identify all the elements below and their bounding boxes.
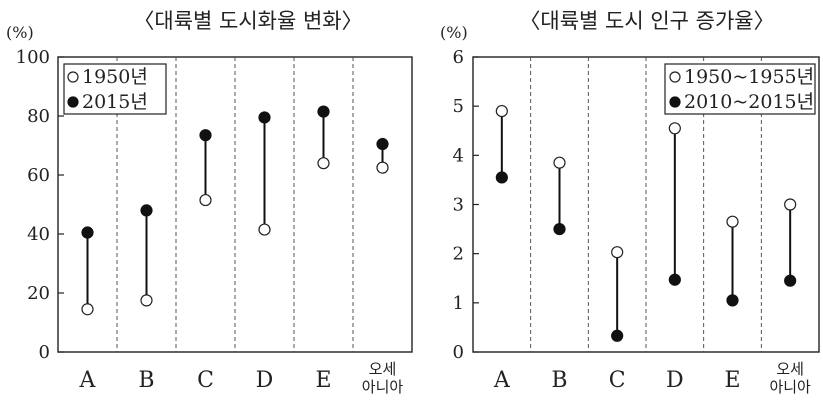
y-tick-label: 0 xyxy=(39,342,50,363)
legend: 1950년 2015년 xyxy=(63,63,167,115)
open-point xyxy=(199,193,212,207)
open-point xyxy=(726,215,739,228)
y-tick-label: 0 xyxy=(453,342,464,363)
open-point xyxy=(140,294,153,307)
y-tick-label: 1 xyxy=(453,293,464,314)
filled-point xyxy=(611,329,624,342)
chart-title: 〈대륙별 도시 인구 증가율〉 xyxy=(519,9,774,33)
legend-label-2010-2015: 2010~2015년 xyxy=(684,91,814,113)
open-point xyxy=(668,122,681,135)
x-category-label: D xyxy=(666,368,684,393)
x-category-label: B xyxy=(138,368,154,393)
x-category-label: C xyxy=(609,368,626,393)
category-separators xyxy=(116,57,354,352)
x-category-label-line2: 아니아 xyxy=(769,378,811,396)
y-tick-label: 6 xyxy=(453,47,464,68)
x-category-label: E xyxy=(724,368,740,393)
data-marks xyxy=(81,105,389,316)
open-point xyxy=(258,223,271,236)
y-tick-label: 40 xyxy=(27,224,50,245)
legend-open-marker xyxy=(669,71,681,83)
filled-point xyxy=(553,222,566,236)
open-point xyxy=(81,303,94,316)
y-tick-label: 100 xyxy=(16,47,50,68)
filled-point xyxy=(668,273,681,286)
legend-box xyxy=(664,63,816,115)
y-axis-ticks: 0 1 2 3 4 5 6 xyxy=(453,47,479,363)
open-point xyxy=(495,104,508,118)
x-category-label-line2: 아니아 xyxy=(362,378,404,396)
chart-title: 〈대륙별 도시화율 변화〉 xyxy=(133,9,362,33)
legend-label-2015: 2015년 xyxy=(82,91,148,113)
legend-open-marker xyxy=(67,71,79,83)
filled-point xyxy=(81,226,94,239)
x-category-label: E xyxy=(315,368,331,393)
y-tick-label: 5 xyxy=(453,96,464,117)
x-category-label: 오세 xyxy=(369,360,397,378)
y-tick-label: 2 xyxy=(453,244,464,265)
data-marks xyxy=(495,104,797,342)
y-tick-label: 3 xyxy=(453,195,464,216)
y-tick-label: 20 xyxy=(27,283,50,304)
filled-point xyxy=(199,129,212,142)
urbanization-rate-chart: 〈대륙별 도시화율 변화〉 (%) 0 20 40 60 80 100 A B C D E 오세아니… xyxy=(6,9,413,396)
filled-point xyxy=(317,105,330,118)
y-unit-label: (%) xyxy=(440,23,468,42)
open-point xyxy=(553,156,566,169)
legend-filled-marker xyxy=(67,96,79,108)
y-axis-ticks: 0 20 40 60 80 100 xyxy=(16,47,64,363)
y-tick-label: 80 xyxy=(27,106,50,127)
y-unit-label: (%) xyxy=(6,23,34,42)
legend-label-1950-1955: 1950~1955년 xyxy=(684,66,814,88)
legend-box xyxy=(63,63,167,115)
filled-point xyxy=(258,111,271,124)
x-category-label: A xyxy=(79,368,97,393)
x-category-label: B xyxy=(551,368,567,393)
open-point xyxy=(611,246,624,259)
legend-label-1950: 1950년 xyxy=(82,66,148,88)
legend-filled-marker xyxy=(669,96,681,108)
filled-point xyxy=(784,274,797,287)
x-category-label: 오세 xyxy=(776,360,804,378)
filled-point xyxy=(495,171,508,184)
open-point xyxy=(317,157,330,170)
y-tick-label: 60 xyxy=(27,165,50,186)
x-category-label: A xyxy=(493,368,511,393)
legend: 1950~1955년 2010~2015년 xyxy=(664,63,816,115)
filled-point xyxy=(726,294,739,307)
open-point xyxy=(784,198,797,211)
x-category-label: C xyxy=(197,368,214,393)
y-tick-label: 4 xyxy=(453,145,464,166)
x-category-label: D xyxy=(256,368,274,393)
filled-point xyxy=(140,204,153,217)
open-point xyxy=(376,161,389,174)
filled-point xyxy=(376,137,389,151)
